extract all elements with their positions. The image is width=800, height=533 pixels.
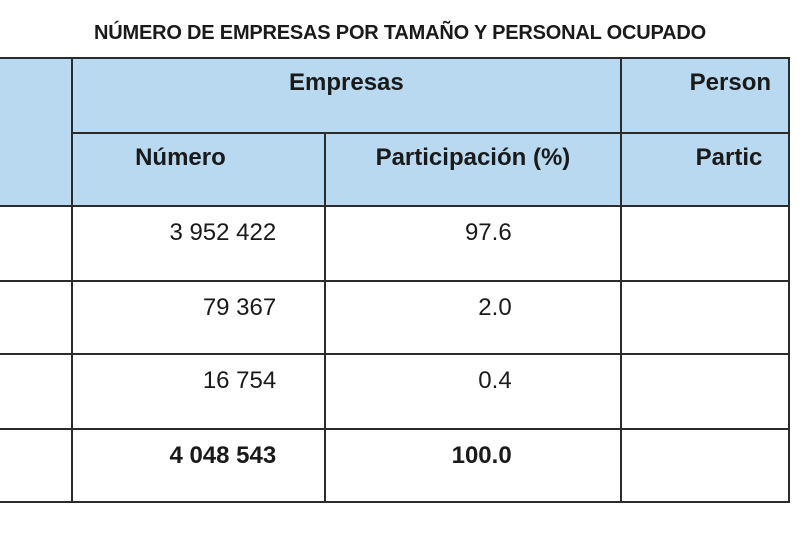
row-label-cell (0, 428, 74, 503)
cell-numero-total: 4 048 543 (71, 428, 327, 503)
cell-numero: 79 367 (71, 280, 327, 355)
cell-participacion: 0.4 (324, 353, 622, 430)
companies-table: Empresas Person Número Participación (%)… (0, 57, 791, 503)
cell-numero: 3 952 422 (71, 205, 327, 282)
cell-personal-total (619, 428, 791, 503)
cell-participacion-total: 100.0 (324, 428, 622, 503)
cell-numero: 16 754 (71, 353, 327, 430)
cell-participacion: 2.0 (324, 280, 622, 355)
row-label-cell (0, 280, 74, 355)
table-row: 16 754 0.4 (0, 353, 791, 430)
cell-participacion: 97.6 (324, 205, 622, 282)
row-label-cell (0, 353, 74, 430)
cell-personal (619, 205, 791, 282)
table-row: 3 952 422 97.6 (0, 205, 791, 282)
header-personal: Person (619, 57, 791, 134)
table-row: 79 367 2.0 (0, 280, 791, 355)
header-partic-personal: Partic (619, 132, 791, 207)
header-participacion: Participación (%) (324, 132, 622, 207)
header-numero: Número (71, 132, 327, 207)
row-label-cell (0, 205, 74, 282)
cell-personal (619, 280, 791, 355)
cell-personal (619, 353, 791, 430)
header-category-cell (0, 57, 74, 207)
table-row-total: 4 048 543 100.0 (0, 428, 791, 503)
header-empresas: Empresas (71, 57, 622, 134)
table-title: NÚMERO DE EMPRESAS POR TAMAÑO Y PERSONAL… (94, 22, 706, 44)
